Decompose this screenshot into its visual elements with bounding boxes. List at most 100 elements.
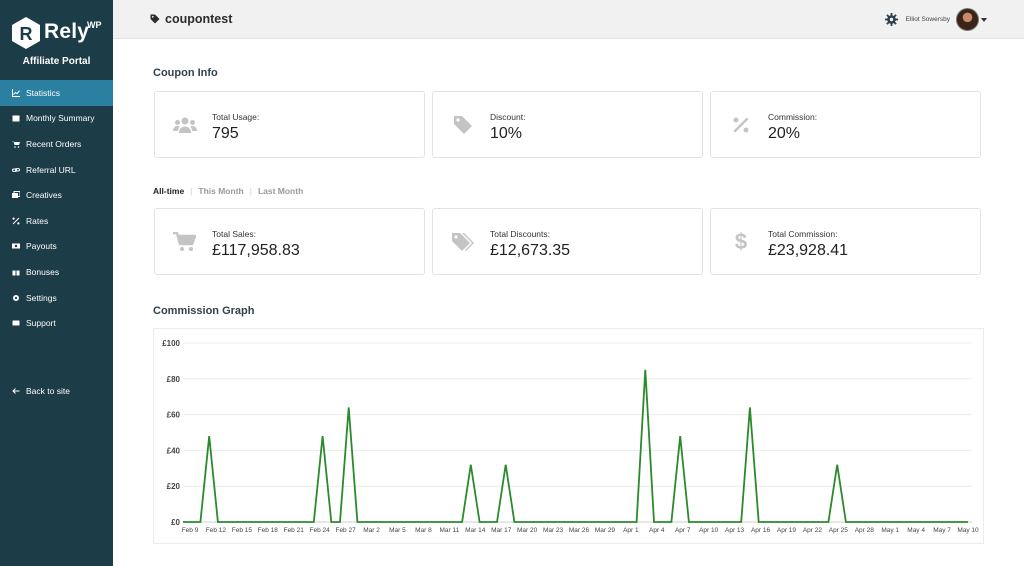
x-tick-label: Apr 25 (829, 527, 849, 534)
user-menu[interactable]: Elliot Sowersby (884, 8, 987, 31)
percent-icon (12, 217, 20, 225)
portal-title: Affiliate Portal (22, 56, 91, 67)
commission-chart: £0 £20 £40 £60 £80 £100 Feb 9 Feb 12 Feb 15 Feb 1… (153, 328, 984, 544)
filter-separator: | (190, 186, 193, 196)
sidebar-item-creatives[interactable]: Creatives (0, 182, 113, 208)
brand-logo[interactable]: R Rely WP (11, 16, 107, 50)
card-label: Commission: (768, 112, 818, 122)
tag-icon (451, 114, 475, 136)
money-icon (12, 242, 20, 250)
x-tick-label: Mar 11 (439, 527, 459, 534)
commission-graph-heading: Commission Graph (153, 305, 255, 317)
sidebar-item-rates[interactable]: Rates (0, 208, 113, 234)
x-tick-label: Mar 5 (389, 527, 406, 534)
sidebar-item-bonuses[interactable]: Bonuses (0, 259, 113, 285)
sidebar-item-label: Settings (26, 292, 57, 303)
y-tick-label: £100 (162, 339, 180, 348)
y-tick-label: £40 (167, 446, 181, 455)
filter-all-time[interactable]: All-time (153, 186, 185, 196)
card-label: Total Discounts: (490, 229, 550, 239)
x-tick-label: Apr 19 (777, 527, 797, 534)
cart-icon (12, 140, 20, 148)
sidebar-item-payouts[interactable]: Payouts (0, 234, 113, 260)
users-icon (173, 114, 197, 136)
filter-last-month[interactable]: Last Month (257, 186, 304, 196)
commission-series-line (183, 369, 968, 523)
x-tick-label: Mar 29 (595, 527, 616, 534)
card-label: Total Sales: (212, 229, 256, 239)
y-tick-label: £60 (167, 411, 181, 420)
sidebar-item-label: Statistics (26, 87, 61, 98)
brand-sup: WP (87, 20, 102, 30)
avatar[interactable] (956, 8, 979, 31)
x-tick-label: Mar 20 (517, 527, 538, 534)
images-icon (12, 191, 20, 199)
card-value: £23,928.41 (768, 242, 849, 259)
svg-text:$: $ (735, 230, 747, 254)
card-value: 795 (212, 125, 239, 142)
sidebar-nav: Statistics Monthly Summary Recent Orders… (0, 80, 113, 336)
commission-card: Commission: 20% (710, 91, 981, 158)
card-label: Discount: (490, 112, 526, 122)
x-tick-label: Feb 15 (232, 527, 253, 534)
percent-icon (729, 114, 753, 136)
x-tick-label: Mar 2 (363, 527, 380, 534)
settings-gear-icon[interactable] (884, 13, 898, 26)
svg-text:R: R (20, 24, 33, 44)
discount-card: Discount: 10% (432, 91, 703, 158)
page-title: coupontest (150, 12, 232, 26)
sidebar-item-support[interactable]: Support (0, 310, 113, 336)
tag-icon (150, 14, 160, 24)
x-tick-label: Mar 8 (415, 527, 432, 534)
filter-separator: | (249, 186, 252, 196)
x-tick-label: Mar 17 (491, 527, 512, 534)
x-tick-label: Apr 13 (725, 527, 745, 534)
x-tick-label: May 1 (881, 527, 899, 534)
gear-icon (12, 294, 20, 302)
sidebar-item-referral-url[interactable]: Referral URL (0, 157, 113, 183)
chart-icon (12, 88, 20, 97)
total-discounts-card: Total Discounts: £12,673.35 (432, 208, 703, 275)
x-tick-label: Feb 9 (182, 527, 199, 534)
cart-icon (173, 231, 197, 253)
x-tick-label: Apr 4 (649, 527, 665, 534)
calendar-icon (12, 114, 20, 122)
total-commission-card: $ Total Commission: £23,928.41 (710, 208, 981, 275)
gift-icon (12, 268, 20, 276)
sidebar-item-label: Recent Orders (26, 138, 82, 149)
dollar-icon: $ (729, 230, 753, 254)
sidebar: R Rely WP Affiliate Portal Statistics Mo… (0, 0, 113, 566)
period-filter: All-time | This Month | Last Month (153, 186, 309, 196)
y-tick-label: £20 (167, 482, 181, 491)
x-tick-label: Apr 28 (855, 527, 875, 534)
card-label: Total Commission: (768, 229, 838, 239)
chevron-down-icon[interactable] (981, 17, 987, 22)
x-tick-label: Apr 22 (803, 527, 823, 534)
x-tick-label: May 10 (957, 527, 979, 534)
back-to-site-label: Back to site (26, 386, 70, 396)
sidebar-item-label: Payouts (26, 241, 57, 252)
sidebar-item-label: Rates (26, 215, 49, 226)
x-tick-label: Feb 24 (310, 527, 331, 534)
sidebar-item-label: Monthly Summary (26, 113, 95, 124)
x-tick-label: Apr 1 (623, 527, 639, 534)
support-icon (12, 319, 20, 327)
sidebar-item-monthly-summary[interactable]: Monthly Summary (0, 106, 113, 132)
sidebar-item-recent-orders[interactable]: Recent Orders (0, 131, 113, 157)
filter-this-month[interactable]: This Month (198, 186, 244, 196)
sidebar-item-label: Creatives (26, 190, 62, 201)
page-title-text: coupontest (165, 12, 233, 26)
x-tick-label: Apr 7 (675, 527, 691, 534)
x-tick-label: May 4 (907, 527, 925, 534)
sidebar-item-label: Support (26, 318, 56, 329)
sidebar-item-label: Bonuses (26, 266, 60, 277)
back-to-site-link[interactable]: Back to site (0, 380, 113, 402)
sidebar-item-settings[interactable]: Settings (0, 285, 113, 311)
commission-chart-svg: £0 £20 £40 £60 £80 £100 Feb 9 Feb 12 Feb 15 Feb 1… (162, 339, 979, 534)
y-tick-label: £80 (167, 375, 181, 384)
card-value: £12,673.35 (490, 242, 571, 259)
user-name: Elliot Sowersby (905, 16, 950, 23)
total-usage-card: Total Usage: 795 (154, 91, 425, 158)
sidebar-item-statistics[interactable]: Statistics (0, 80, 113, 106)
relywp-logo-icon: R (12, 17, 40, 49)
